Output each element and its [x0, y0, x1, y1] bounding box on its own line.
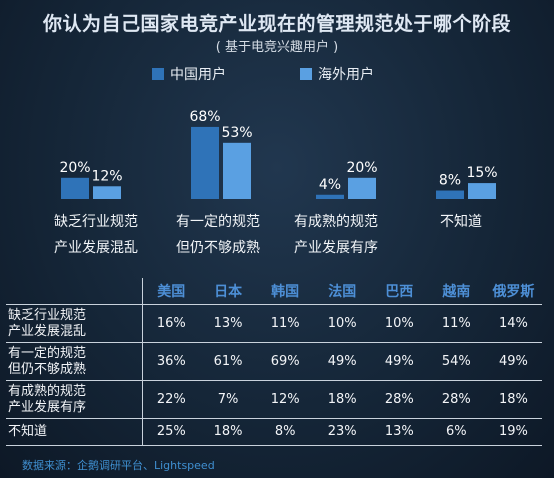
table-cell: 10%	[313, 304, 371, 343]
category-label-line: 有成熟的规范	[294, 214, 378, 230]
table-cell: 13%	[199, 304, 257, 343]
country-table: 美国 日本 韩国 法国 巴西 越南 俄罗斯 缺乏行业规范 产业发展混乱 16% 13%…	[6, 278, 542, 446]
table-row: 不知道 25% 18% 8% 23% 13% 6% 19%	[6, 418, 542, 446]
data-label-china-2: 4%	[319, 177, 341, 193]
category-label-0: 缺乏行业规范 产业发展混乱	[54, 209, 138, 261]
row-header: 有一定的规范 但仍不够成熟	[6, 342, 143, 381]
data-source: 数据来源：企鹅调研平台、Lightspeed	[22, 459, 215, 472]
table-cell: 23%	[313, 418, 371, 446]
bar-overseas-1	[223, 142, 251, 199]
table-cell: 36%	[142, 342, 200, 381]
table-cell: 54%	[427, 342, 485, 381]
bar-china-3	[436, 190, 464, 199]
bar-overseas-3	[468, 183, 496, 199]
table-cell: 49%	[484, 342, 542, 381]
table-cell: 11%	[427, 304, 485, 343]
category-label-2: 有成熟的规范 产业发展有序	[294, 209, 378, 261]
data-label-china-3: 8%	[439, 173, 461, 189]
data-label-china-1: 68%	[189, 109, 220, 125]
table-cell: 61%	[199, 342, 257, 381]
bar-overseas-0	[93, 186, 121, 199]
table-cell: 10%	[370, 304, 428, 343]
legend-label-china: 中国用户	[170, 67, 226, 83]
table-cell: 18%	[199, 418, 257, 446]
legend-item-overseas: 海外用户	[300, 64, 374, 84]
data-label-overseas-2: 20%	[346, 160, 377, 176]
table-cell: 16%	[142, 304, 200, 343]
row-header-line: 缺乏行业规范	[8, 307, 87, 323]
table-cell: 8%	[256, 418, 314, 446]
table-cell: 25%	[142, 418, 200, 446]
table-corner	[6, 278, 143, 305]
category-label-line: 缺乏行业规范	[54, 214, 138, 230]
chart-title: 你认为自己国家电竞产业现在的管理规范处于哪个阶段	[42, 13, 511, 35]
table-cell: 19%	[484, 418, 542, 446]
table-cell: 22%	[142, 380, 200, 419]
chart-subtitle: ( 基于电竞兴趣用户 )	[215, 40, 339, 55]
bar-china-1	[191, 126, 219, 199]
row-header-line: 产业发展混乱	[8, 323, 87, 339]
legend-item-china: 中国用户	[152, 64, 226, 84]
table-cell: 28%	[427, 380, 485, 419]
row-header-line: 不知道	[8, 424, 48, 439]
table-row: 有成熟的规范 产业发展有序 22% 7% 12% 18% 28% 28% 18%	[6, 380, 542, 419]
table-row: 缺乏行业规范 产业发展混乱 16% 13% 11% 10% 10% 11% 14%	[6, 304, 542, 343]
table-cell: 49%	[313, 342, 371, 381]
col-header: 日本	[214, 284, 243, 300]
legend-label-overseas: 海外用户	[318, 67, 374, 83]
data-label-china-0: 20%	[59, 160, 90, 176]
row-header-line: 产业发展有序	[8, 399, 87, 415]
col-header: 美国	[157, 284, 186, 300]
bar-china-0	[61, 177, 89, 199]
table-cell: 14%	[484, 304, 542, 343]
data-label-overseas-1: 53%	[221, 125, 252, 141]
bar-chart: 20%12%68%53%4%20%8% 15%	[59, 109, 497, 199]
col-header: 越南	[442, 284, 471, 300]
data-label-overseas-0: 12%	[91, 168, 122, 184]
data-label-overseas-3: 15%	[466, 165, 497, 181]
legend-swatch-overseas	[300, 68, 312, 80]
legend: 中国用户 海外用户	[0, 64, 554, 84]
legend-swatch-china	[152, 68, 164, 80]
category-label-3: 不知道	[440, 209, 482, 235]
col-header: 法国	[328, 284, 357, 300]
table-cell: 28%	[370, 380, 428, 419]
table-cell: 7%	[199, 380, 257, 419]
category-label-line: 产业发展混乱	[54, 240, 138, 256]
col-header: 俄罗斯	[492, 284, 535, 300]
bar-overseas-2	[348, 177, 376, 199]
table-cell: 49%	[370, 342, 428, 381]
row-header: 有成熟的规范 产业发展有序	[6, 380, 143, 419]
category-label-line: 不知道	[440, 214, 482, 230]
row-header: 缺乏行业规范 产业发展混乱	[6, 304, 143, 343]
category-label-1: 有一定的规范 但仍不够成熟	[176, 209, 260, 261]
table-cell: 69%	[256, 342, 314, 381]
table-cell: 18%	[313, 380, 371, 419]
col-header: 巴西	[385, 284, 414, 300]
category-label-line: 产业发展有序	[294, 240, 378, 256]
category-label-line: 有一定的规范	[176, 214, 260, 230]
row-header-line: 但仍不够成熟	[8, 361, 87, 377]
bar-china-2	[316, 194, 344, 199]
table-cell: 18%	[484, 380, 542, 419]
table-row: 有一定的规范 但仍不够成熟 36% 61% 69% 49% 49% 54% 49%	[6, 342, 542, 381]
category-label-line: 但仍不够成熟	[176, 240, 260, 256]
row-header-line: 有成熟的规范	[8, 383, 87, 399]
table-cell: 11%	[256, 304, 314, 343]
row-header: 不知道	[6, 418, 143, 446]
table-cell: 6%	[427, 418, 485, 446]
table-cell: 13%	[370, 418, 428, 446]
table-cell: 12%	[256, 380, 314, 419]
table-header-row: 美国 日本 韩国 法国 巴西 越南 俄罗斯	[6, 278, 542, 305]
col-header: 韩国	[271, 284, 300, 300]
row-header-line: 有一定的规范	[8, 345, 87, 361]
